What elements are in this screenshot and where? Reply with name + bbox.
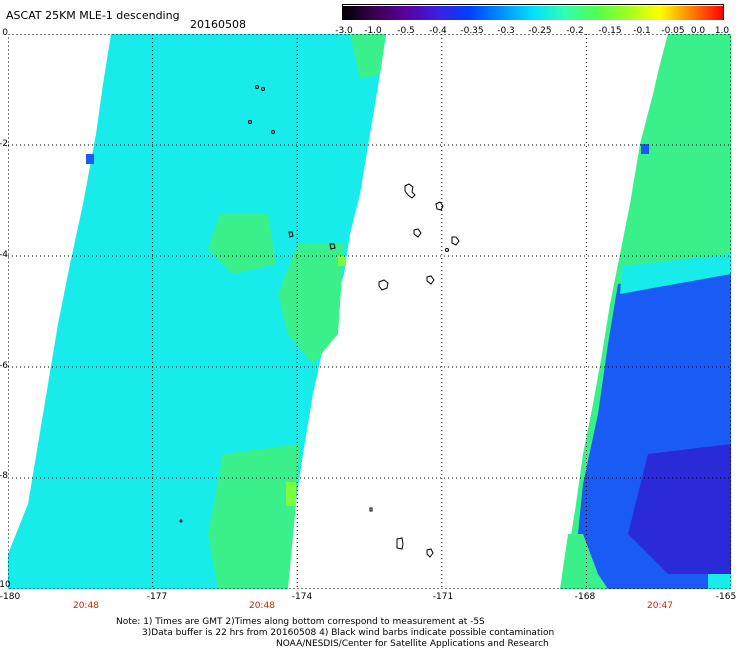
island-outline [329, 243, 336, 250]
left-swath-green-patch [350, 34, 386, 79]
island-outline [451, 236, 460, 246]
left-swath-green-patch [208, 444, 300, 589]
x-tick-label: -180 [0, 592, 21, 602]
island-outline [426, 275, 435, 285]
left-swath-green-patch [208, 214, 276, 274]
island-outline [426, 548, 434, 558]
island-outlines [179, 85, 460, 558]
left-swath-green-patch [278, 244, 344, 364]
colorbar-gradient [343, 6, 723, 20]
left-swath-bright-patch [338, 256, 346, 266]
colorbar-tick: -1.0 [364, 26, 382, 36]
product-date: 20160508 [190, 18, 246, 31]
time-label: 20:47 [647, 601, 673, 611]
colorbar-tick: -0.25 [528, 26, 552, 36]
time-label: 20:48 [249, 601, 275, 611]
island-outline [445, 248, 449, 252]
colorbar-tick: -0.5 [397, 26, 415, 36]
x-tick-label: -168 [574, 592, 596, 602]
island-outline [179, 519, 183, 523]
graticule [8, 34, 731, 589]
colorbar-tick: 0.0 [690, 26, 706, 36]
x-tick-label: -174 [291, 592, 313, 602]
y-tick-label: -6 [0, 361, 8, 371]
colorbar-tick: -3.0 [335, 26, 353, 36]
island-outline [404, 183, 416, 199]
map-plot [8, 34, 731, 589]
right-swath-green-corner [560, 534, 608, 589]
island-outline [255, 85, 259, 89]
colorbar-ticks: -3.0 -1.0 -0.5 -0.4 -0.35 -0.3 -0.25 -0.… [330, 26, 735, 38]
colorbar-tick: -0.2 [566, 26, 584, 36]
footnote-line: 3)Data buffer is 22 hrs from 20160508 4)… [142, 628, 555, 638]
island-outline [369, 507, 373, 512]
colorbar-tick: -0.3 [497, 26, 515, 36]
left-swath-blue-pixel [86, 154, 94, 164]
colorbar-tick: -0.15 [598, 26, 622, 36]
colorbar-tick: -0.35 [460, 26, 484, 36]
colorbar [342, 4, 724, 20]
colorbar-tick: 1.0 [714, 26, 730, 36]
footnote-line: NOAA/NESDIS/Center for Satellite Applica… [276, 639, 549, 649]
island-outline [378, 279, 389, 291]
colorbar-tick: -0.1 [633, 26, 651, 36]
colorbar-tick: -0.4 [429, 26, 447, 36]
left-swath-bright-patch [286, 482, 296, 506]
island-outline [396, 537, 404, 550]
island-outline [413, 228, 422, 238]
right-swath-dark-region [628, 444, 731, 574]
island-outline [248, 120, 252, 124]
y-tick-label: -4 [0, 250, 8, 260]
right-swath-blue-pixel [641, 144, 649, 154]
island-outline [288, 231, 294, 238]
plot-frame [8, 34, 731, 589]
x-tick-label: -165 [715, 592, 737, 602]
y-tick-label: 0 [2, 28, 8, 38]
colorbar-tick: -0.05 [661, 26, 685, 36]
y-tick-label: -8 [0, 471, 8, 481]
right-swath-cyan-edge [620, 254, 731, 294]
y-tick-label: -2 [0, 139, 8, 149]
product-title: ASCAT 25KM MLE-1 descending [6, 9, 180, 22]
colorbar-fill [343, 6, 723, 20]
right-swath-cyan-corner [708, 574, 731, 589]
island-outline [435, 201, 444, 211]
footnote-line: Note: 1) Times are GMT 2)Times along bot… [116, 617, 485, 627]
island-outline [271, 130, 275, 134]
island-outline [261, 87, 265, 91]
x-tick-label: -177 [146, 592, 168, 602]
x-tick-label: -171 [432, 592, 454, 602]
y-tick-label: -10 [0, 580, 11, 590]
time-label: 20:48 [73, 601, 99, 611]
